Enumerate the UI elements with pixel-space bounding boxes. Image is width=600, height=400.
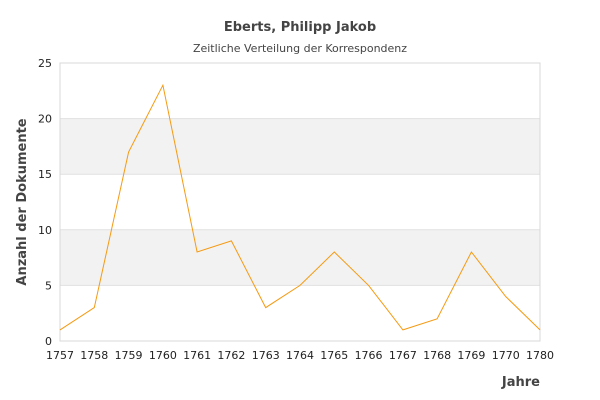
band <box>60 229 540 286</box>
y-tick-label: 0 <box>45 335 52 348</box>
x-tick-label: 1765 <box>320 349 348 362</box>
x-tick-label: 1762 <box>217 349 245 362</box>
x-tick-label: 1766 <box>355 349 383 362</box>
y-tick-label: 5 <box>45 279 52 292</box>
plot-frame <box>59 62 541 342</box>
chart-title: Eberts, Philipp Jakob <box>224 20 376 35</box>
x-tick-label: 1760 <box>149 349 177 362</box>
series-line <box>59 83 541 331</box>
chart-subtitle: Zeitliche Verteilung der Korrespondenz <box>193 42 407 55</box>
x-tick-label: 1769 <box>457 349 485 362</box>
band <box>60 118 540 175</box>
x-tick-label: 1759 <box>115 349 143 362</box>
x-tick-label: 1764 <box>286 349 314 362</box>
gridlines <box>60 62 540 342</box>
y-tick-label: 15 <box>38 168 52 181</box>
x-tick-label: 1758 <box>80 349 108 362</box>
y-tick-label: 20 <box>38 113 52 126</box>
x-tick-label: 1768 <box>423 349 451 362</box>
x-tick-label: 1770 <box>492 349 520 362</box>
x-tick-label: 1757 <box>46 349 74 362</box>
x-tick-label: 1761 <box>183 349 211 362</box>
x-tick-label: 1780 <box>526 349 554 362</box>
x-axis-ticks: 1757 1758 1759 1760 1761 1762 1763 1764 1765 1766… <box>46 349 554 362</box>
background-bands <box>60 118 540 286</box>
y-axis-ticks: 0 5 10 15 20 25 <box>38 57 52 348</box>
x-tick-label: 1767 <box>389 349 417 362</box>
y-axis-title: Anzahl der Dokumente <box>15 118 30 285</box>
y-tick-label: 10 <box>38 224 52 237</box>
x-axis-title: Jahre <box>501 375 540 390</box>
x-tick-label: 1763 <box>252 349 280 362</box>
y-tick-label: 25 <box>38 57 52 70</box>
